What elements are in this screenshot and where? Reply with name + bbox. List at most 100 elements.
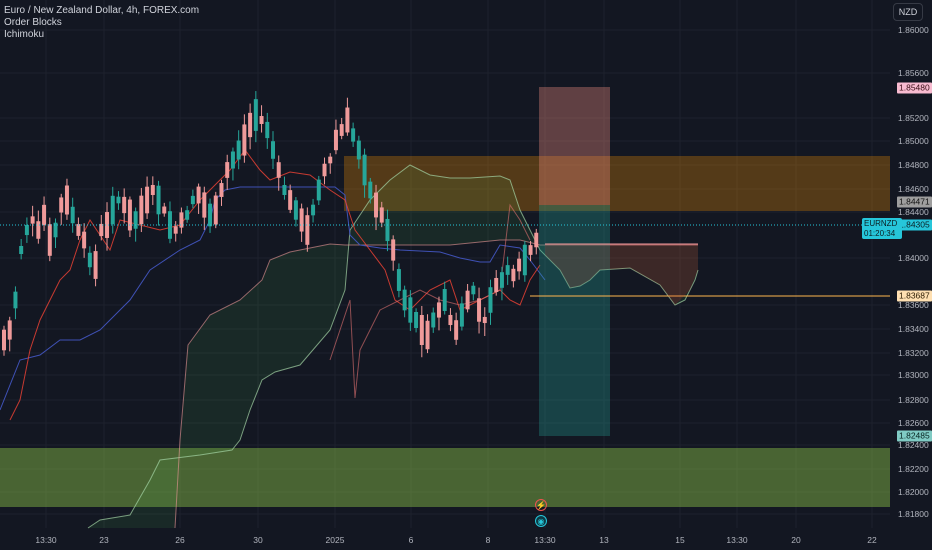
time-label: 30: [253, 535, 263, 545]
candle-body: [517, 258, 522, 272]
candle-body: [64, 185, 69, 215]
price-label: 1.82400: [898, 440, 929, 450]
candle-body: [368, 181, 373, 199]
time-label: 13:30: [35, 535, 57, 545]
candle-body: [362, 154, 367, 186]
candle-body: [391, 239, 396, 261]
candle-body: [2, 329, 6, 351]
price-label: 1.82800: [898, 395, 929, 405]
candle-body: [150, 184, 155, 196]
candle-body: [454, 320, 459, 340]
time-label: 6: [408, 535, 414, 545]
candle-body: [351, 128, 356, 142]
candle-body: [19, 246, 24, 254]
price-label: 1.81800: [898, 509, 929, 519]
candle-body: [230, 151, 235, 169]
candle-body: [293, 200, 298, 220]
candle-body: [36, 221, 41, 239]
candle-body: [259, 116, 264, 124]
price-label: 1.85200: [898, 113, 929, 123]
candle-body: [156, 185, 161, 215]
candle-body: [76, 224, 81, 236]
candlesticks: [2, 91, 539, 358]
time-label: 13:30: [534, 535, 556, 545]
candle-body: [494, 277, 499, 293]
price-label: 1.83000: [898, 370, 929, 380]
time-label: 26: [175, 535, 185, 545]
candle-body: [110, 195, 115, 225]
candle-body: [299, 208, 304, 232]
pair-label: EURNZD: [864, 219, 898, 228]
candle-body: [13, 291, 18, 309]
candle-body: [402, 289, 407, 311]
price-label: 1.86000: [898, 25, 929, 35]
lightning-icon[interactable]: ⚡: [535, 499, 547, 511]
candle-body: [505, 265, 510, 275]
candle-body: [59, 197, 64, 213]
indicator-order-blocks[interactable]: Order Blocks: [4, 17, 62, 28]
candle-body: [436, 302, 441, 318]
economic-event-icon[interactable]: ◉: [535, 515, 547, 527]
price-label: 1.83400: [898, 324, 929, 334]
candle-body: [385, 218, 390, 242]
candle-body: [208, 203, 213, 227]
chart-legend: Euro / New Zealand Dollar, 4h, FOREX.com…: [4, 5, 199, 41]
ichimoku-cloud: [87, 164, 699, 529]
bullish-order-block: [0, 448, 890, 507]
candle-body: [288, 190, 293, 210]
candle-body: [276, 162, 281, 178]
price-label: 1.82200: [898, 464, 929, 474]
order-block-zones: [0, 156, 890, 507]
kijun-sen: [0, 186, 546, 411]
price-label: 1.84600: [898, 184, 929, 194]
candle-body: [253, 99, 258, 131]
candle-body: [396, 269, 401, 291]
candle-body: [408, 297, 413, 323]
candle-body: [162, 206, 167, 214]
candle-body: [379, 207, 384, 223]
entry-price-tag: 1.83687: [897, 290, 932, 302]
take-profit-zone: [539, 205, 610, 436]
candle-body: [133, 211, 138, 229]
candle-body: [442, 289, 447, 311]
candle-body: [42, 204, 47, 226]
price-label: 1.83600: [898, 300, 929, 310]
candle-body: [374, 192, 379, 218]
candle-body: [328, 156, 333, 164]
stop-loss-zone: [539, 87, 610, 205]
candle-body: [53, 222, 58, 238]
candle-body: [459, 303, 464, 327]
candle-body: [213, 195, 218, 225]
candle-body: [339, 124, 344, 136]
candle-body: [93, 251, 98, 279]
symbol-countdown-tag: EURNZD 01:20:34: [862, 218, 902, 239]
take-profit-price-tag: 1.84471: [897, 196, 932, 208]
candle-body: [511, 268, 516, 282]
bearish-order-block: [344, 156, 890, 211]
time-label: 13: [599, 535, 609, 545]
chikou-span: [329, 203, 531, 399]
bar-countdown: 01:20:34: [864, 229, 896, 238]
candle-body: [7, 320, 12, 340]
candle-body: [522, 244, 527, 276]
indicator-ichimoku[interactable]: Ichimoku: [4, 29, 45, 40]
time-label: 8: [485, 535, 491, 545]
candle-body: [179, 212, 184, 228]
time-label: 23: [99, 535, 109, 545]
currency-button[interactable]: NZD: [893, 3, 923, 21]
candle-body: [448, 314, 453, 326]
candle-body: [425, 320, 430, 350]
candle-body: [173, 226, 178, 234]
candle-body: [185, 210, 190, 220]
candle-body: [528, 245, 533, 255]
candle-body: [116, 196, 121, 204]
candle-body: [477, 298, 482, 322]
time-label: 20: [791, 535, 801, 545]
candle-body: [24, 224, 29, 236]
candle-body: [465, 290, 470, 310]
symbol-title[interactable]: Euro / New Zealand Dollar, 4h, FOREX.com: [4, 5, 200, 16]
last-price-tag: 1.84305: [897, 219, 932, 231]
candle-body: [47, 224, 52, 256]
price-label: 1.82000: [898, 487, 929, 497]
